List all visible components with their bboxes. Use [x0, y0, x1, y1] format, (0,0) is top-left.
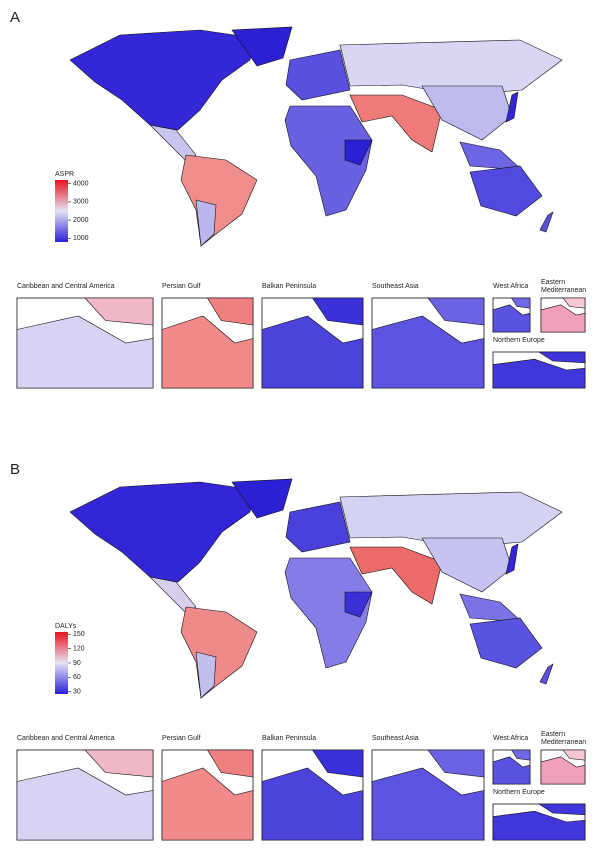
inset-region — [161, 315, 254, 389]
world-map — [69, 26, 563, 247]
inset-label: Caribbean and Central America — [17, 283, 115, 290]
middle-east-south-asia — [349, 546, 443, 605]
inset-label: West Africa — [493, 283, 528, 290]
southern-cone — [195, 199, 217, 247]
inset-region — [16, 315, 154, 389]
inset-region — [492, 756, 531, 785]
inset-region — [311, 297, 364, 326]
inset-region — [492, 810, 586, 841]
new-zealand — [539, 211, 554, 233]
middle-east-south-asia — [349, 94, 443, 153]
inset-region — [540, 304, 586, 333]
new-zealand — [539, 663, 554, 685]
panel: B DALYs 30 60 90 120 150 Caribbean and Central … — [10, 461, 586, 841]
legend-title: ASPR — [55, 171, 74, 178]
southern-cone — [195, 651, 217, 699]
colorbar-tick-label: 4000 — [73, 180, 89, 187]
inset-label: Balkan Peninsula — [262, 735, 316, 742]
inset-label: Balkan Peninsula — [262, 283, 316, 290]
inset-label: Southeast Asia — [372, 735, 419, 742]
inset-region — [537, 803, 586, 816]
panel: A ASPR 1000 2000 3000 4000 Caribbean and Centr… — [10, 9, 586, 389]
greenland — [231, 478, 293, 519]
central-america — [149, 124, 197, 162]
inset-label: Eastern Mediterranean — [541, 731, 586, 746]
southeast-asia — [459, 593, 523, 623]
southeast-asia — [459, 141, 523, 171]
inset-label: Northern Europe — [493, 337, 545, 344]
inset-region — [206, 297, 254, 326]
colorbar-tick-label: 30 — [73, 688, 81, 695]
inset-region — [371, 315, 485, 389]
inset-region — [84, 297, 154, 326]
inset-label: Southeast Asia — [372, 283, 419, 290]
horn-of-africa — [344, 591, 373, 618]
inset-region — [540, 756, 586, 785]
inset-region — [16, 767, 154, 841]
horn-of-africa — [344, 139, 373, 166]
inset-region — [427, 297, 485, 326]
colorbar-tick-label: 90 — [73, 660, 81, 667]
colorbar-tick-label: 3000 — [73, 199, 89, 206]
inset-label: Persian Gulf — [162, 735, 201, 742]
panel-letter: A — [10, 9, 20, 26]
inset-region — [311, 749, 364, 778]
inset-region — [510, 749, 531, 761]
east-asia — [421, 85, 513, 141]
australia — [469, 165, 543, 217]
north-america — [69, 481, 256, 583]
europe — [285, 501, 351, 553]
central-america — [149, 576, 197, 614]
legend-title: DALYs — [55, 623, 77, 630]
inset-region — [562, 749, 586, 761]
colorbar-tick-label: 120 — [73, 646, 85, 653]
inset-region — [492, 358, 586, 389]
colorbar-tick-label: 150 — [73, 631, 85, 638]
africa — [284, 105, 373, 217]
inset-label: Caribbean and Central America — [17, 735, 115, 742]
east-asia — [421, 537, 513, 593]
colorbar-tick-label: 60 — [73, 674, 81, 681]
inset-region — [161, 767, 254, 841]
inset-region — [261, 767, 364, 841]
south-america — [180, 154, 258, 247]
panel-letter: B — [10, 461, 20, 478]
inset-region — [206, 749, 254, 778]
colorbar-tick-label: 1000 — [73, 235, 89, 242]
inset-label: Eastern Mediterranean — [541, 279, 586, 294]
europe — [285, 49, 351, 101]
japan — [505, 91, 519, 123]
north-america — [69, 29, 256, 131]
inset-label: Persian Gulf — [162, 283, 201, 290]
inset-region — [492, 304, 531, 333]
inset-region — [371, 767, 485, 841]
south-america — [180, 606, 258, 699]
inset-label: West Africa — [493, 735, 528, 742]
africa — [284, 557, 373, 669]
colorbar-tick-label: 2000 — [73, 217, 89, 224]
inset-region — [510, 297, 531, 309]
inset-region — [84, 749, 154, 778]
australia — [469, 617, 543, 669]
colorbar — [55, 180, 68, 242]
inset-region — [427, 749, 485, 778]
world-map — [69, 478, 563, 699]
inset-region — [562, 297, 586, 309]
inset-region — [261, 315, 364, 389]
colorbar — [55, 632, 68, 694]
greenland — [231, 26, 293, 67]
inset-region — [537, 351, 586, 364]
inset-label: Northern Europe — [493, 789, 545, 796]
japan — [505, 543, 519, 575]
